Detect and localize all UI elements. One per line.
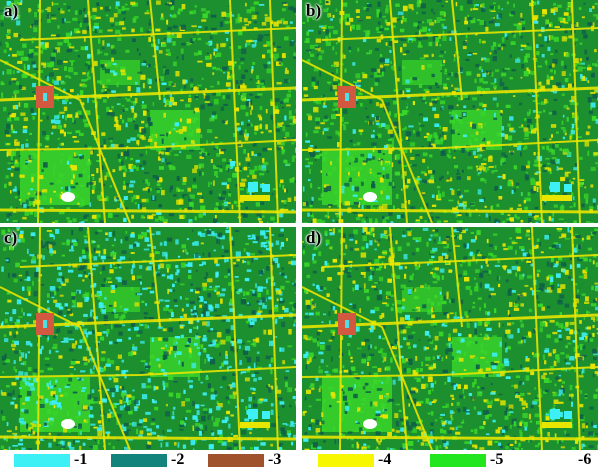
legend-swatch-5 [430,453,486,467]
legend-swatch-3 [208,453,264,467]
map-panel-b: b) [302,0,598,223]
classified-map-a [0,0,296,223]
legend-swatch-2 [111,453,167,467]
map-panel-c: c) [0,227,296,450]
classified-map-b [302,0,598,223]
legend-label-2: -2 [171,451,185,468]
legend-swatch-1 [14,453,70,467]
classified-map-d [302,227,598,450]
legend-swatch-4 [318,453,374,467]
legend-item-2: -2 [111,450,184,470]
panel-label-d: d) [306,228,322,247]
classified-map-c [0,227,296,450]
map-panel-d: d) [302,227,598,450]
legend-item-4: -4 [318,450,391,470]
legend-label-4: -4 [378,451,392,468]
panel-label-b: b) [306,1,322,20]
legend-label-3: -3 [268,451,282,468]
legend-item-6: -6 [518,450,591,470]
legend-swatch-6 [518,453,574,467]
legend-item-5: -5 [430,450,503,470]
legend-item-3: -3 [208,450,281,470]
legend-label-5: -5 [490,451,504,468]
legend-label-1: -1 [74,451,88,468]
panel-label-c: c) [4,228,18,247]
legend: -1 -2 -3 -4 -5 -6 [0,450,600,470]
panel-label-a: a) [4,1,19,20]
legend-item-1: -1 [14,450,87,470]
map-panel-a: a) [0,0,296,223]
legend-label-6: -6 [578,451,592,468]
